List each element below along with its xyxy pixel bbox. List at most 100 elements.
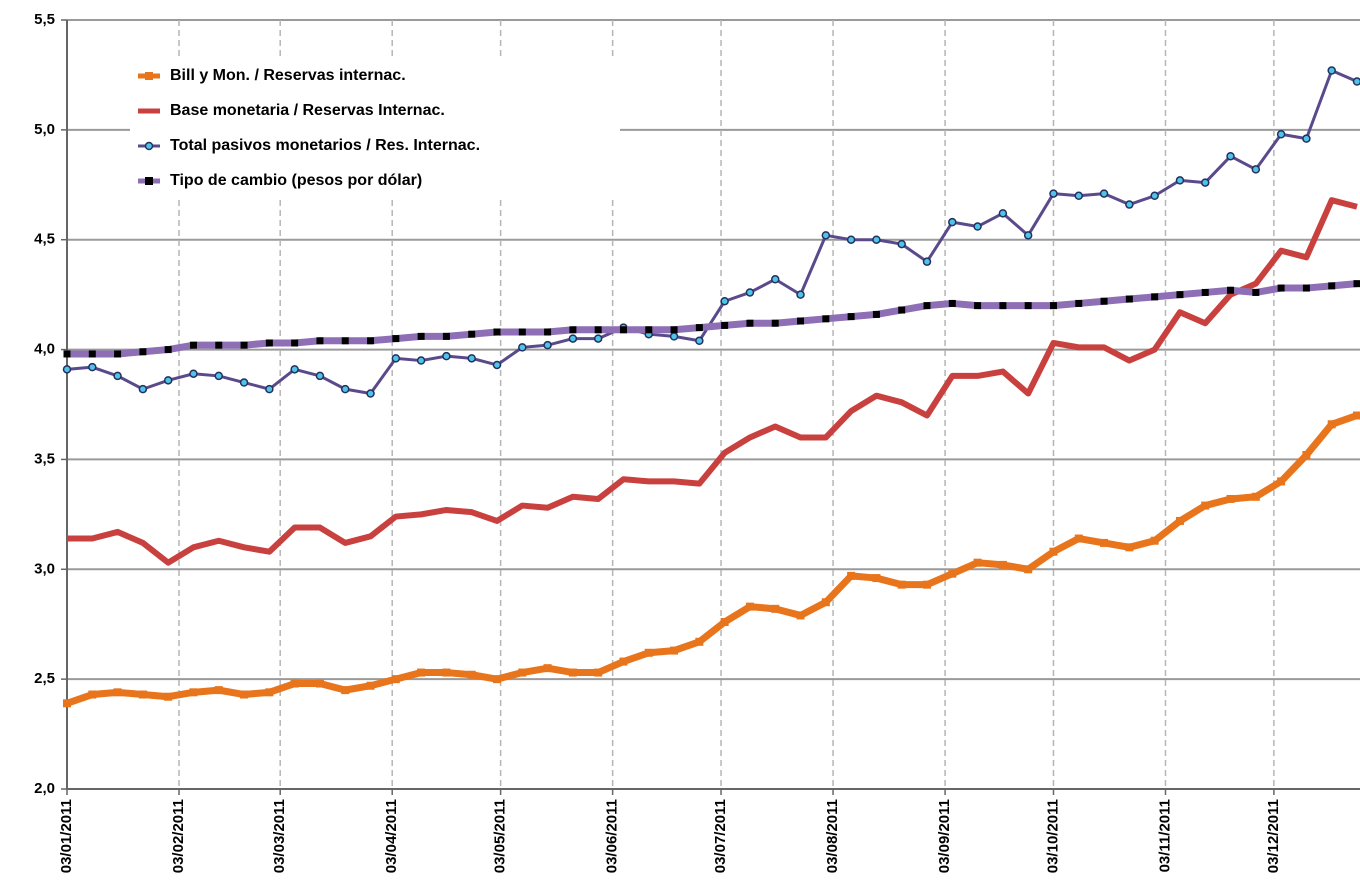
point (341, 686, 350, 695)
x-tick-label: 03/05/2011 (492, 799, 509, 873)
x-tick-label: 03/12/2011 (1265, 799, 1282, 873)
point (1352, 77, 1360, 86)
point (1125, 295, 1133, 303)
point (340, 384, 350, 394)
point (416, 356, 426, 365)
point (923, 302, 931, 310)
point (720, 618, 729, 627)
point (973, 222, 982, 231)
point (290, 365, 299, 374)
point (569, 326, 577, 334)
x-tick-label: 03/06/2011 (604, 799, 621, 873)
point (467, 354, 476, 363)
point (568, 334, 578, 343)
point (796, 290, 805, 299)
point (1100, 538, 1109, 547)
y-tick-label: 3,0 (34, 560, 55, 577)
series (63, 411, 1360, 708)
x-tick-label: 03/07/2011 (712, 799, 729, 873)
legend-box (130, 58, 620, 198)
point (391, 675, 400, 684)
point (88, 362, 97, 372)
point (1100, 297, 1108, 305)
point (1099, 189, 1109, 198)
point (63, 350, 71, 358)
point (847, 313, 855, 321)
point (594, 326, 602, 334)
point (1327, 66, 1336, 75)
legend: Bill y Mon. / Reservas internac. Base mon… (130, 58, 620, 198)
point (922, 257, 932, 266)
point (189, 688, 198, 697)
point (695, 637, 704, 646)
series-line (66, 69, 1358, 396)
point (594, 668, 603, 677)
point (315, 679, 324, 688)
point (1150, 536, 1159, 545)
point (214, 371, 224, 381)
point (391, 354, 401, 363)
point (745, 288, 755, 297)
point (1201, 288, 1209, 296)
point (1024, 565, 1033, 574)
x-tick-label: 03/10/2011 (1044, 799, 1061, 873)
point (138, 384, 148, 394)
point (720, 296, 729, 306)
point (493, 675, 501, 684)
point (1226, 151, 1235, 161)
point (998, 560, 1007, 569)
point (239, 378, 249, 387)
point (113, 688, 122, 697)
point (240, 690, 249, 699)
point (1049, 302, 1057, 310)
point (1302, 134, 1311, 143)
point (467, 670, 476, 679)
point (796, 611, 805, 620)
point (746, 319, 754, 327)
legend-marker (145, 177, 153, 185)
point (670, 646, 679, 655)
point (846, 235, 856, 244)
point (442, 668, 451, 677)
point (619, 326, 627, 334)
point (189, 341, 197, 349)
point (669, 332, 679, 341)
point (1277, 284, 1285, 292)
point (291, 339, 299, 347)
point (189, 369, 198, 378)
point (1150, 191, 1159, 201)
y-tick-label: 5,5 (34, 11, 55, 28)
point (1125, 200, 1134, 209)
point (163, 376, 173, 385)
point (745, 602, 754, 611)
point (492, 360, 502, 370)
point (1328, 282, 1336, 290)
y-tick-label: 2,5 (34, 670, 55, 687)
point (974, 302, 982, 310)
point (1049, 189, 1058, 198)
point (417, 332, 425, 340)
point (138, 690, 147, 699)
point (1176, 291, 1184, 299)
point (518, 668, 527, 677)
series-line (67, 280, 1358, 358)
legend-marker (144, 141, 154, 151)
series-line (65, 412, 1359, 707)
point (367, 337, 375, 345)
point (1074, 534, 1083, 543)
point (1049, 547, 1058, 556)
point (897, 239, 906, 249)
point (164, 346, 172, 354)
point (1175, 176, 1185, 185)
point (695, 336, 704, 346)
point (1327, 420, 1336, 429)
legend-marker (145, 72, 153, 80)
point (872, 235, 881, 244)
point (771, 319, 779, 327)
point (114, 350, 122, 358)
x-tick-label: 03/02/2011 (170, 799, 187, 873)
x-tick-label: 03/09/2011 (936, 799, 953, 873)
point (1277, 477, 1286, 486)
point (265, 384, 274, 394)
